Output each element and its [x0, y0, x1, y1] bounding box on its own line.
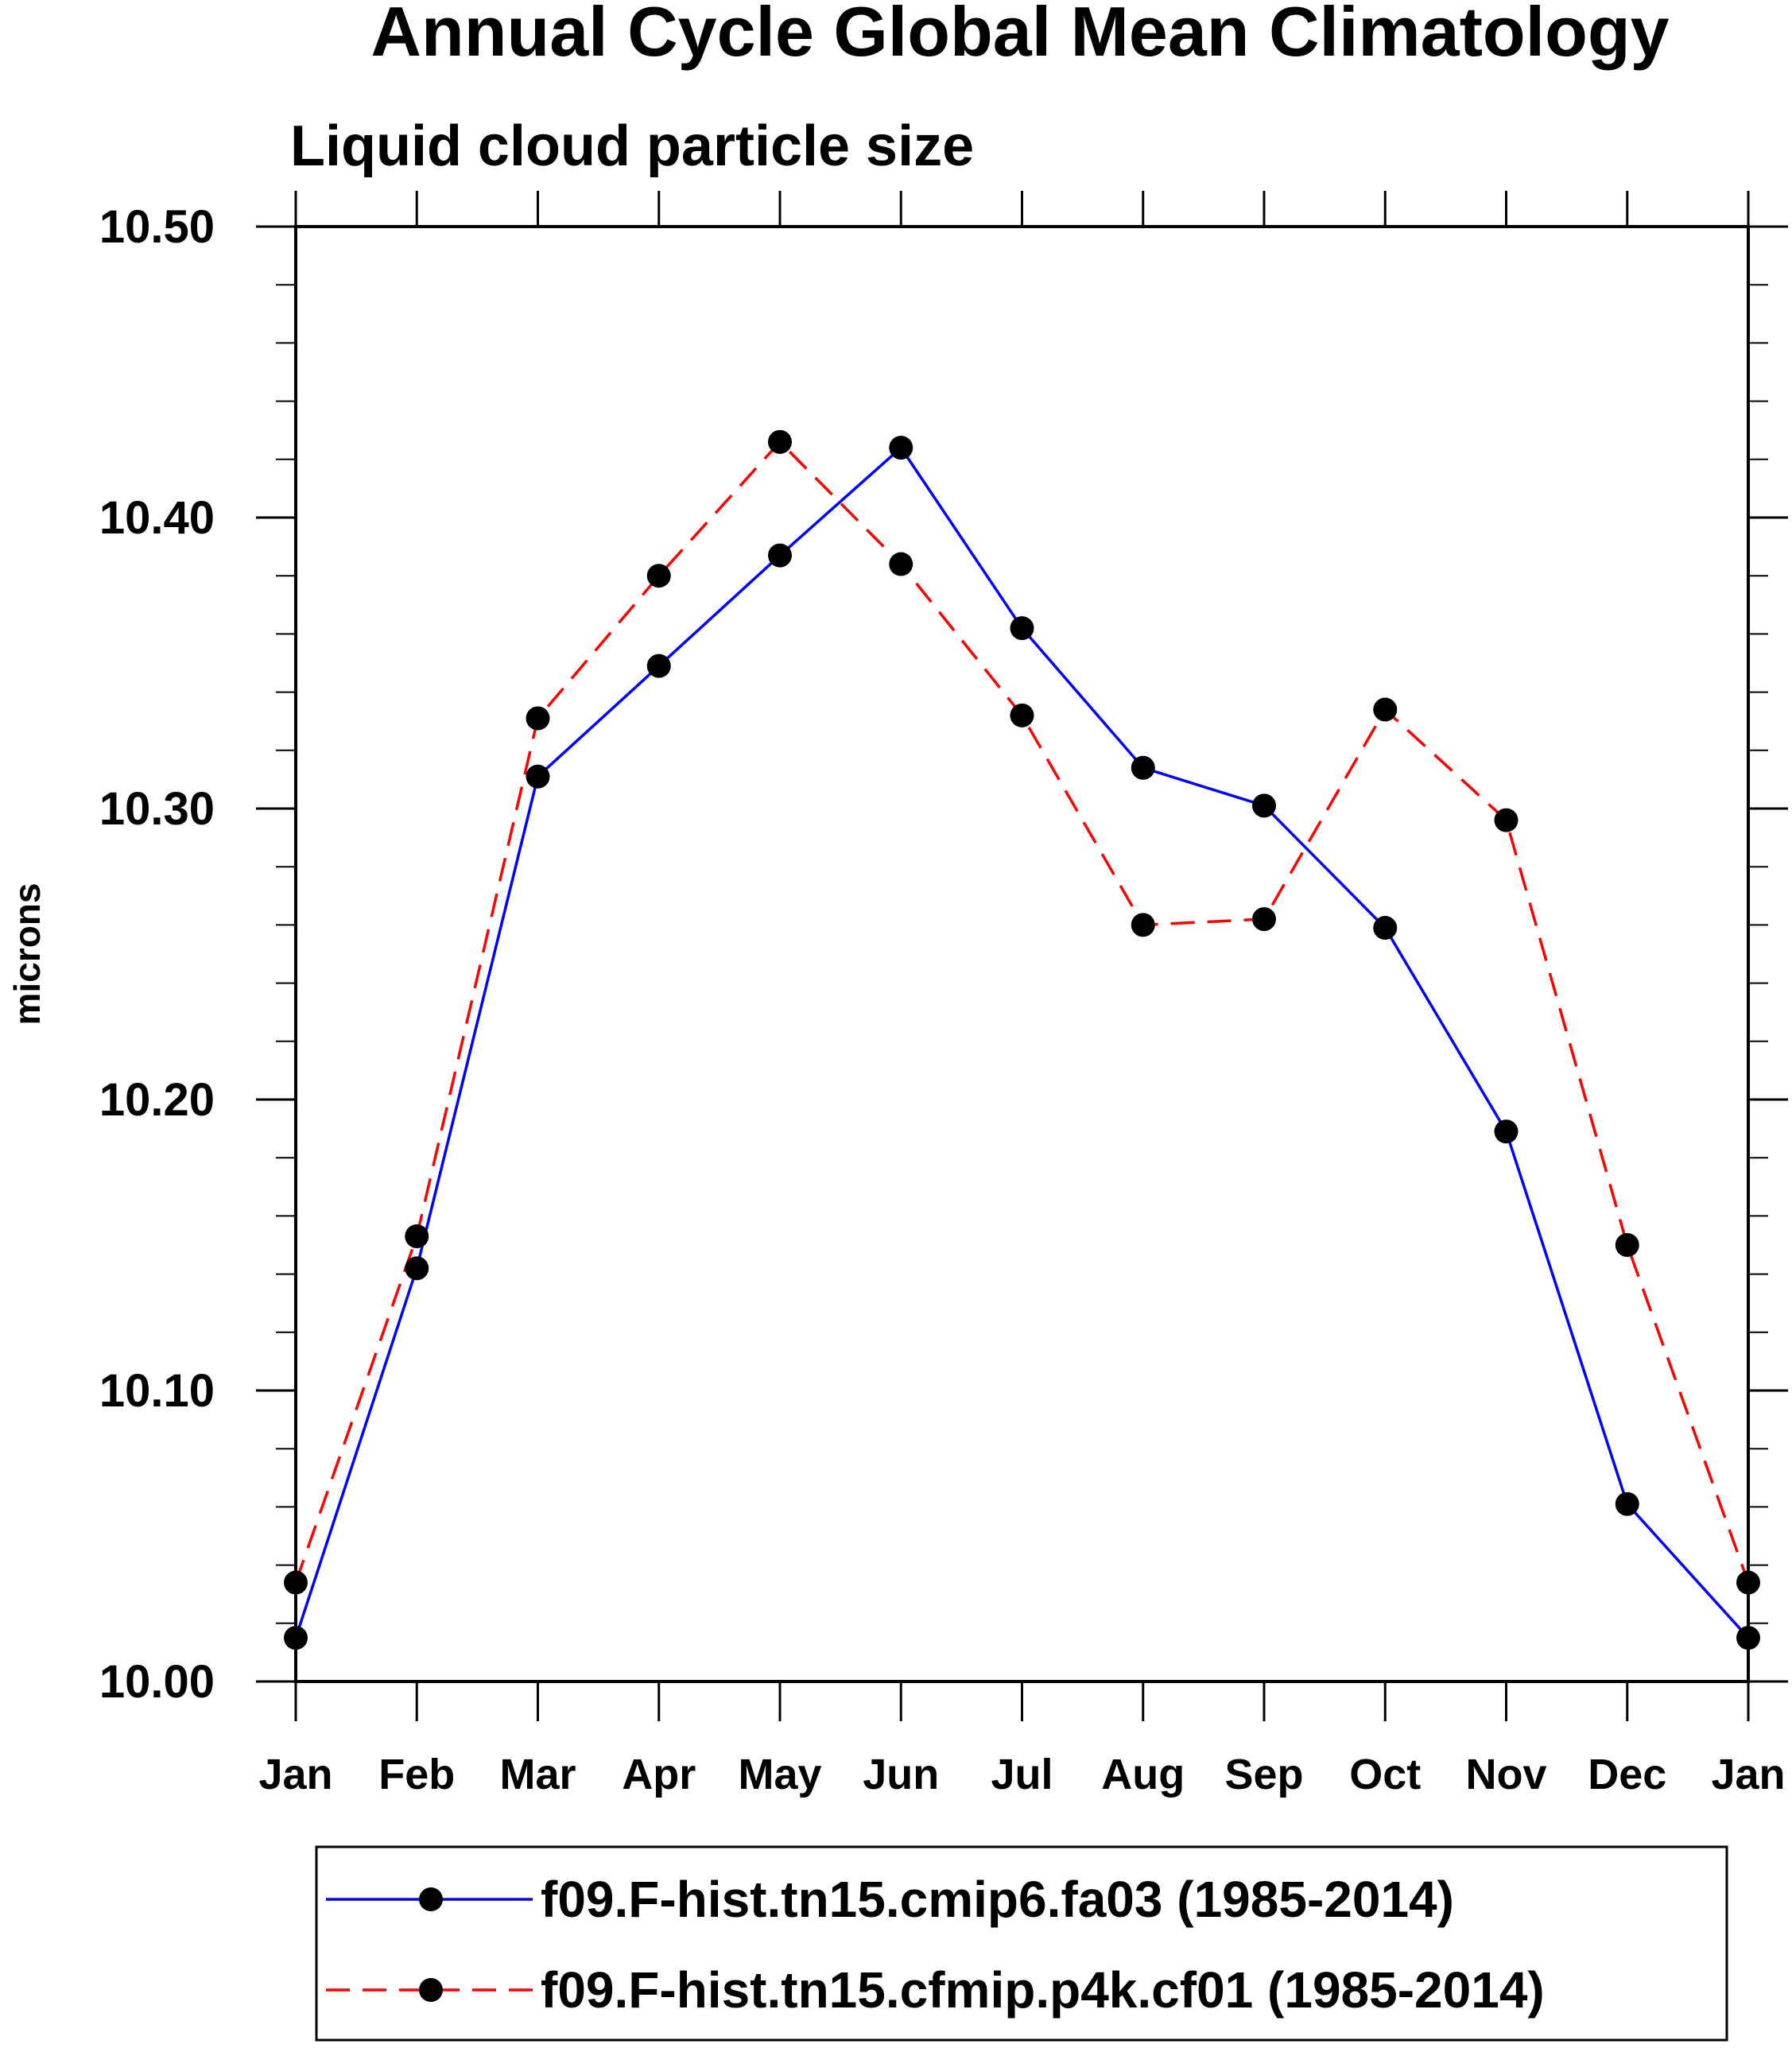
series-1-point — [1373, 916, 1398, 941]
series-2-point — [284, 1570, 308, 1595]
chart-title: Annual Cycle Global Mean Climatology — [370, 0, 1669, 71]
y-axis-label: microns — [6, 883, 48, 1026]
y-tick-label: 10.30 — [99, 783, 215, 835]
legend-marker-2 — [419, 1978, 443, 2002]
series-1-point — [284, 1626, 308, 1650]
series-2-point — [646, 564, 671, 588]
series-line-2 — [294, 440, 1750, 1584]
x-tick-label: Sep — [1224, 1751, 1303, 1798]
y-tick-label: 10.40 — [99, 492, 215, 544]
series-2-point — [768, 429, 792, 454]
x-tick-label: Dec — [1588, 1751, 1666, 1798]
series-2-point — [526, 706, 550, 731]
series-2-point — [889, 552, 913, 576]
x-tick-label: Oct — [1349, 1751, 1421, 1798]
x-tick-label: Jul — [991, 1751, 1053, 1798]
series-1-point — [1131, 755, 1155, 780]
series-2-point — [1373, 697, 1398, 722]
series-2-point — [1494, 808, 1519, 832]
x-tick-label: May — [738, 1751, 821, 1798]
chart-subtitle: Liquid cloud particle size — [290, 114, 974, 178]
legend-box — [315, 1845, 1728, 2042]
series-2-point — [1736, 1570, 1760, 1595]
plot-frame — [294, 225, 1750, 1683]
x-tick-label: Apr — [622, 1751, 696, 1798]
series-2-point — [1010, 703, 1034, 727]
series-1-point — [1010, 616, 1034, 641]
series-2-point — [405, 1224, 429, 1249]
series-1-point — [1615, 1491, 1639, 1516]
series-2-point — [1252, 907, 1276, 932]
series-layer — [284, 429, 1760, 1650]
series-1-point — [405, 1256, 429, 1281]
x-tick-label: Feb — [378, 1751, 455, 1798]
legend-label-2: f09.F-hist.tn15.cfmip.p4k.cf01 (1985-201… — [541, 1961, 1545, 2019]
series-1-point — [768, 543, 792, 568]
x-tick-label: Nov — [1465, 1751, 1546, 1798]
series-1-point — [889, 436, 913, 460]
series-1-point — [526, 764, 550, 789]
legend: f09.F-hist.tn15.cmip6.fa03 (1985-2014) f0… — [315, 1845, 1728, 2042]
y-tick-label: 10.50 — [99, 201, 215, 253]
y-tick-label: 10.00 — [99, 1656, 215, 1708]
x-tick-label: Aug — [1101, 1751, 1185, 1798]
series-1-point — [646, 654, 671, 678]
series-1-point — [1494, 1119, 1519, 1144]
tick-layer — [256, 191, 1788, 1721]
x-tick-label: Jun — [863, 1751, 939, 1798]
y-tick-label: 10.20 — [99, 1074, 215, 1126]
series-1-point — [1252, 793, 1276, 818]
x-tick-label: Jan — [258, 1751, 332, 1798]
y-tick-label: 10.10 — [99, 1365, 215, 1417]
series-2-point — [1131, 913, 1155, 937]
series-2-point — [1615, 1233, 1639, 1257]
legend-marker-1 — [419, 1887, 443, 1911]
series-1-point — [1736, 1626, 1760, 1650]
x-tick-label: Jan — [1711, 1751, 1785, 1798]
tick-label-layer: Jan Feb Mar Apr May Jun Jul Aug Sep Oct Nov Dec Jan 1… — [99, 201, 1786, 1798]
x-tick-label: Mar — [499, 1751, 576, 1798]
legend-label-1: f09.F-hist.tn15.cmip6.fa03 (1985-2014) — [541, 1871, 1454, 1928]
